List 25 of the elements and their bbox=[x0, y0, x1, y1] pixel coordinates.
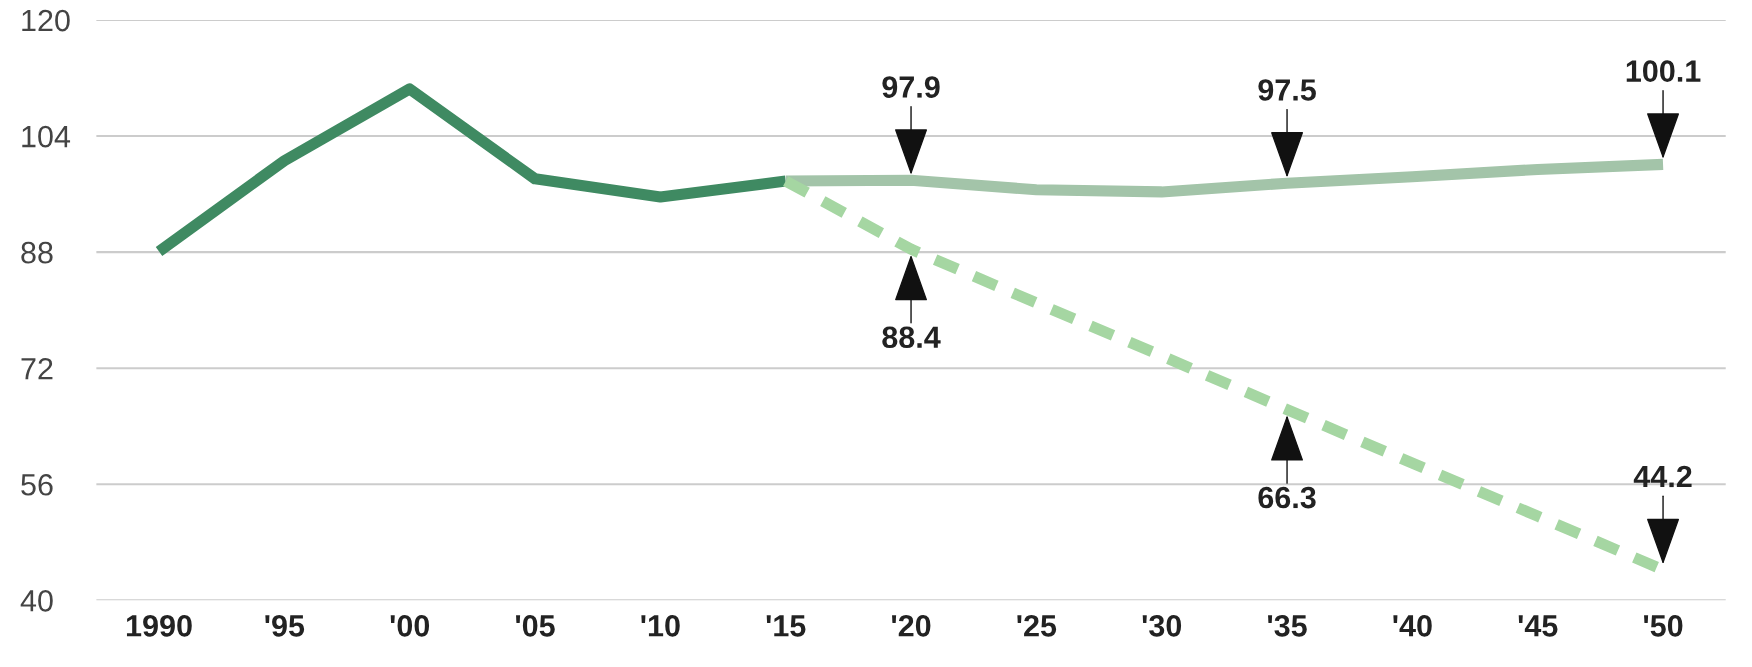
x-tick-label: '40 bbox=[1393, 615, 1432, 637]
y-tick-label: 104 bbox=[22, 125, 71, 148]
annotation: 100.1 bbox=[1626, 60, 1701, 82]
x-tick-label: '45 bbox=[1518, 615, 1558, 637]
annotation: 97.5 bbox=[1258, 79, 1316, 101]
x-tick-label: 1990 bbox=[126, 615, 192, 637]
annotation: 44.2 bbox=[1633, 465, 1692, 488]
y-tick-label: 40 bbox=[20, 590, 53, 612]
annotation: 88.4 bbox=[882, 326, 941, 349]
x-tick-label: '10 bbox=[641, 615, 680, 637]
y-tick-label: 72 bbox=[21, 357, 53, 380]
x-tick-label: '15 bbox=[766, 615, 806, 637]
x-tick-label: '50 bbox=[1644, 615, 1683, 637]
x-tick-label: '00 bbox=[390, 615, 430, 637]
annotation: 97.9 bbox=[882, 76, 940, 98]
y-tick-label: 56 bbox=[21, 473, 53, 496]
x-tick-label: '25 bbox=[1017, 615, 1057, 637]
x-tick-label: '30 bbox=[1142, 615, 1182, 637]
y-tick-label: 88 bbox=[21, 241, 53, 264]
x-tick-label: '05 bbox=[516, 615, 555, 637]
x-tick-label: '20 bbox=[892, 615, 931, 637]
x-tick-label: '95 bbox=[265, 615, 305, 637]
x-tick-label: '35 bbox=[1268, 615, 1307, 637]
y-tick-label: 120 bbox=[22, 9, 70, 32]
annotation: 66.3 bbox=[1258, 486, 1316, 509]
